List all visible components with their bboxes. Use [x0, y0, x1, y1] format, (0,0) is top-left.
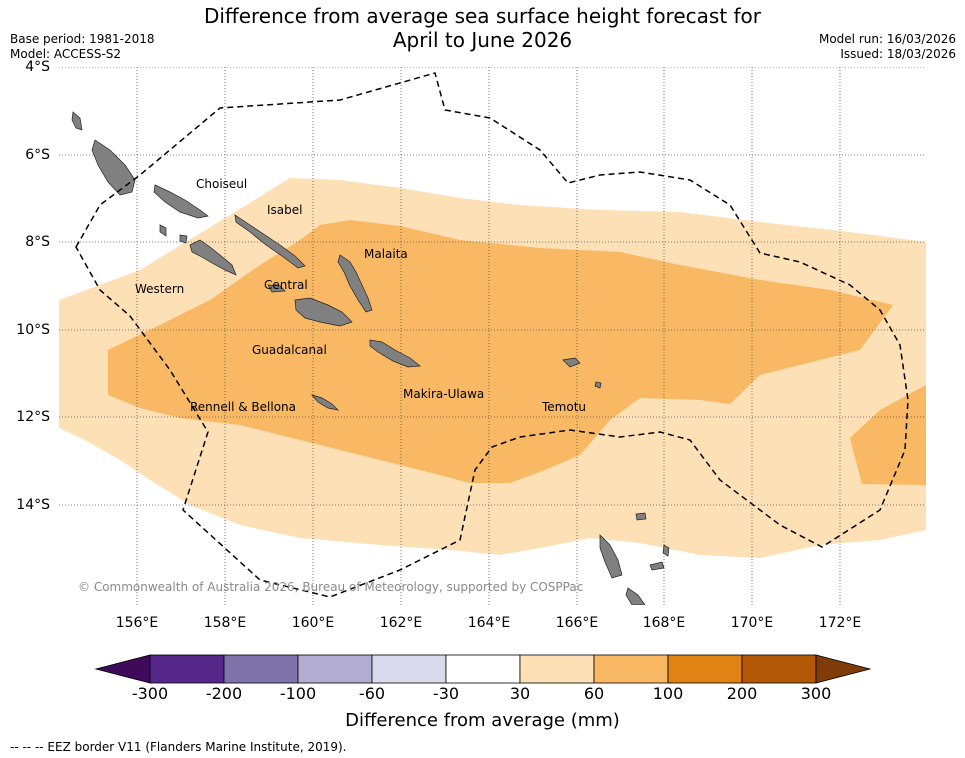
colorbar-tick-6: 30: [509, 684, 531, 703]
lon-label-172e: 172°E: [818, 615, 862, 631]
model-name: Model: ACCESS-S2: [10, 47, 122, 61]
islands: [71, 111, 670, 605]
island-vanuatu-3: [649, 561, 665, 571]
lat-label-14s: 14°S: [16, 497, 50, 513]
island-vanuatu-5: [662, 544, 670, 557]
lon-label-168e: 168°E: [642, 615, 686, 631]
place-choiseul: Choiseul: [196, 177, 248, 191]
anomaly-region-60-100-east: [850, 385, 926, 485]
lon-label-160e: 160°E: [291, 615, 335, 631]
base-period: Base period: 1981-2018: [10, 32, 155, 46]
island-rennell: [310, 394, 340, 411]
place-western: Western: [135, 282, 185, 296]
colorbar-swatch-9: [741, 654, 817, 684]
place-central: Central: [264, 278, 308, 292]
colorbar-tick-8: 100: [652, 684, 684, 703]
lat-label-4s: 4°S: [25, 59, 50, 75]
lon-label-162e: 162°E: [379, 615, 423, 631]
lon-label-158e: 158°E: [203, 615, 247, 631]
island-malaita: [337, 254, 373, 313]
colorbar-swatch-5: [445, 654, 521, 684]
place-makira-ulawa: Makira-Ulawa: [403, 387, 485, 401]
lon-label-156e: 156°E: [115, 615, 159, 631]
lat-label-12s: 12°S: [16, 409, 50, 425]
island-santa-cruz: [562, 357, 581, 368]
island-vanuatu-1: [599, 534, 623, 579]
island-isabel: [234, 214, 306, 269]
colorbar-title: Difference from average (mm): [345, 710, 620, 731]
colorbar-swatch-1: [149, 654, 225, 684]
title-line-2: April to June 2026: [392, 28, 573, 52]
colorbar-swatch-6: [519, 654, 595, 684]
place-isabel: Isabel: [267, 203, 303, 217]
model-run: Model run: 16/03/2026: [818, 32, 956, 46]
colorbar-swatch-2: [223, 654, 299, 684]
colorbar-swatch-4: [371, 654, 447, 684]
colorbar-tick-7: 60: [583, 684, 605, 703]
colorbar-extend-high: [815, 654, 872, 684]
anomaly-region-60-100: [108, 220, 893, 483]
title-line-1: Difference from average sea surface heig…: [203, 4, 762, 28]
colorbar: [94, 654, 872, 684]
lon-label-164e: 164°E: [467, 615, 511, 631]
colorbar-tick-5: -30: [432, 684, 460, 703]
colorbar-swatch-7: [593, 654, 669, 684]
lat-label-10s: 10°S: [16, 322, 50, 338]
place-malaita: Malaita: [364, 247, 408, 261]
eez-legend-note: -- -- -- EEZ border V11 (Flanders Marine…: [10, 740, 347, 754]
colorbar-tick-1: -300: [131, 684, 169, 703]
island-choiseul: [153, 184, 209, 219]
lon-label-170e: 170°E: [730, 615, 774, 631]
colorbar-extend-low: [94, 654, 151, 684]
island-temotu-small: [594, 381, 602, 389]
colorbar-swatch-8: [667, 654, 743, 684]
colorbar-tick-3: -100: [279, 684, 317, 703]
island-new-georgia: [189, 239, 237, 276]
place-temotu: Temotu: [542, 400, 587, 414]
island-vanuatu-2: [625, 587, 646, 605]
island-buka: [71, 111, 83, 131]
metadata-left: Base period: 1981-2018 Model: ACCESS-S2: [10, 32, 155, 62]
place-rennell-bellona: Rennell & Bellona: [190, 400, 297, 414]
colorbar-tick-4: -60: [358, 684, 386, 703]
lat-label-8s: 8°S: [25, 234, 50, 250]
island-guadalcanal: [294, 297, 353, 327]
colorbar-tick-10: 300: [800, 684, 832, 703]
island-small-western-2: [179, 234, 188, 244]
graticule: [59, 67, 926, 605]
island-bougainville: [91, 139, 136, 196]
map-title: Difference from average sea surface heig…: [0, 4, 965, 52]
colorbar-swatch-3: [297, 654, 373, 684]
copyright-notice: © Commonwealth of Australia 2026, Bureau…: [78, 580, 584, 594]
metadata-right: Model run: 16/03/2026 Issued: 18/03/2026: [819, 32, 956, 62]
island-makira: [369, 339, 421, 368]
place-guadalcanal: Guadalcanal: [252, 343, 327, 357]
lon-label-166e: 166°E: [555, 615, 599, 631]
island-central: [267, 284, 286, 293]
lat-label-6s: 6°S: [25, 147, 50, 163]
colorbar-tick-2: -200: [205, 684, 243, 703]
island-vanuatu-4: [635, 512, 647, 521]
issued-date: Issued: 18/03/2026: [840, 47, 956, 61]
island-small-western: [159, 224, 167, 237]
colorbar-tick-9: 200: [726, 684, 758, 703]
